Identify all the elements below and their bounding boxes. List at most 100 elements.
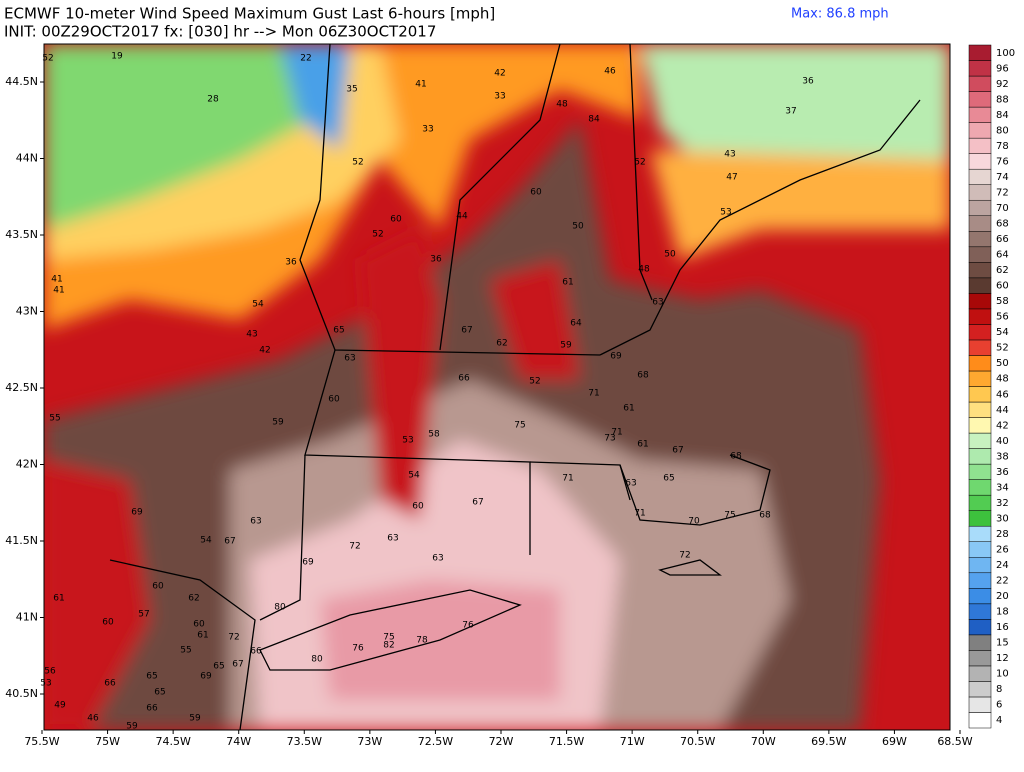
colorbar-label: 34: [996, 482, 1009, 493]
point-value: 63: [625, 479, 636, 489]
colorbar-box: [968, 184, 992, 201]
lat-label: 44.5N: [5, 75, 38, 88]
point-value: 69: [610, 352, 622, 362]
lon-label: 73.5W: [287, 735, 322, 748]
point-value: 60: [102, 618, 114, 628]
colorbar-label: 54: [996, 327, 1009, 338]
point-value: 69: [200, 672, 212, 682]
colorbar-label: 72: [996, 187, 1009, 198]
point-value: 47: [726, 173, 737, 183]
colorbar-label: 38: [996, 451, 1009, 462]
point-value: 44: [456, 212, 468, 222]
colorbar-box: [968, 122, 992, 139]
colorbar-box: [968, 44, 992, 61]
point-value: 76: [462, 621, 474, 631]
lon-label: 68.5W: [937, 735, 972, 748]
point-value: 63: [250, 517, 261, 527]
colorbar-label: 68: [996, 219, 1009, 230]
lon-label: 75.5W: [24, 735, 59, 748]
point-value: 50: [664, 250, 676, 260]
point-value: 49: [54, 701, 66, 711]
colorbar-box: [968, 137, 992, 154]
colorbar-label: 56: [996, 312, 1009, 323]
colorbar-label: 80: [996, 125, 1009, 136]
lon-label: 73W: [357, 735, 382, 748]
point-value: 82: [383, 641, 394, 651]
point-value: 50: [572, 222, 584, 232]
point-value: 61: [637, 440, 648, 450]
lon-label: 74.5W: [155, 735, 190, 748]
point-value: 75: [514, 421, 525, 431]
lon-label: 70.5W: [680, 735, 715, 748]
point-value: 52: [42, 54, 53, 64]
colorbar-box: [968, 479, 992, 496]
point-value: 46: [87, 714, 99, 724]
colorbar-label: 74: [996, 172, 1009, 183]
point-value: 60: [328, 395, 340, 405]
colorbar-label: 50: [996, 358, 1009, 369]
colorbar-box: [968, 510, 992, 527]
point-value: 71: [634, 509, 645, 519]
point-value: 19: [111, 52, 123, 62]
point-value: 52: [634, 158, 645, 168]
point-value: 33: [422, 125, 433, 135]
point-value: 78: [416, 636, 428, 646]
point-value: 75: [383, 633, 394, 643]
colorbar-box: [968, 231, 992, 248]
colorbar-box: [968, 665, 992, 682]
point-value: 41: [53, 286, 64, 296]
colorbar-box: [968, 91, 992, 108]
point-value: 63: [432, 554, 443, 564]
colorbar-box: [968, 463, 992, 480]
point-value: 67: [672, 446, 683, 456]
map-frame: [43, 43, 951, 731]
lat-label: 43.5N: [5, 228, 38, 241]
point-value: 73: [604, 434, 615, 444]
colorbar-label: 18: [996, 607, 1009, 618]
subtitle: INIT: 00Z29OCT2017 fx: [030] hr --> Mon …: [4, 23, 436, 41]
point-value: 59: [272, 418, 284, 428]
colorbar-label: 64: [996, 250, 1009, 261]
lon-label: 69.5W: [811, 735, 846, 748]
colorbar-label: 22: [996, 576, 1009, 587]
point-value: 48: [556, 100, 568, 110]
point-value: 66: [250, 647, 262, 657]
point-value: 76: [352, 644, 364, 654]
point-value: 43: [246, 330, 257, 340]
lat-label: 41N: [16, 611, 38, 624]
colorbar-label: 76: [996, 156, 1009, 167]
point-value: 43: [724, 150, 735, 160]
lon-label: 74W: [226, 735, 251, 748]
point-value: 65: [333, 326, 344, 336]
colorbar-box: [968, 60, 992, 77]
point-value: 36: [285, 258, 297, 268]
point-value: 68: [637, 371, 649, 381]
point-value: 22: [300, 54, 311, 64]
colorbar-label: 60: [996, 281, 1009, 292]
point-value: 60: [193, 620, 205, 630]
colorbar-box: [968, 619, 992, 636]
colorbar-box: [968, 557, 992, 574]
lat-label: 41.5N: [5, 534, 38, 547]
colorbar-box: [968, 106, 992, 123]
point-value: 52: [372, 230, 383, 240]
axes: 44.5N 44N 43.5N 43N 42.5N 42N 41.5N 41N 40.5N 75.…: [5, 75, 973, 748]
point-value: 66: [458, 374, 470, 384]
colorbar-box: [968, 650, 992, 667]
point-value: 59: [126, 722, 138, 732]
point-value: 67: [224, 537, 235, 547]
colorbar-label: 44: [996, 405, 1009, 416]
colorbar-label: 15: [996, 638, 1009, 649]
colorbar-box: [968, 603, 992, 620]
colorbar-box: [968, 634, 992, 651]
point-value: 56: [44, 667, 56, 677]
colorbar-label: 10: [996, 669, 1009, 680]
point-value: 71: [588, 389, 599, 399]
point-labels: 52 19 22 35 28 41 42 46 36 33 33 48 84 37 52 52 43 47 60 60…: [40, 52, 814, 732]
point-value: 60: [390, 215, 402, 225]
point-value: 54: [200, 536, 212, 546]
colorbar-box: [968, 355, 992, 372]
lon-label: 72W: [489, 735, 514, 748]
colorbar-label: 58: [996, 296, 1009, 307]
colorbar-box: [968, 262, 992, 279]
